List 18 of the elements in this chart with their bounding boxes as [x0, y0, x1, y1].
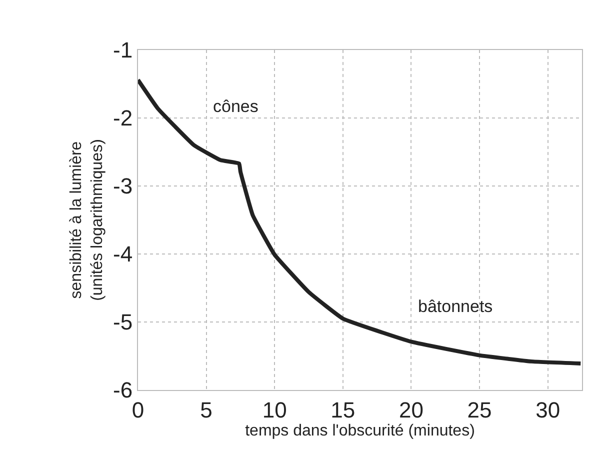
x-axis-title: temps dans l'obscurité (minutes) — [245, 422, 475, 440]
annotation: cônes — [213, 97, 258, 116]
y-axis-title: sensibilité à la lumière (unités logarithmiques) — [68, 139, 106, 301]
x-tick-label: 30 — [536, 397, 560, 422]
x-tick-label: 20 — [398, 397, 424, 422]
annotation: bâtonnets — [418, 297, 493, 316]
x-tick-label: 25 — [467, 397, 492, 422]
y-tick-label: -2 — [113, 106, 133, 131]
line-series — [138, 78, 582, 366]
y-tick-label: -6 — [113, 378, 133, 403]
y-tick-label: -1 — [113, 38, 133, 63]
x-tick-label: 10 — [262, 397, 287, 422]
y-tick-label: -5 — [113, 310, 133, 335]
x-tick-label: 15 — [330, 397, 356, 422]
x-tick-label: 5 — [200, 397, 212, 422]
x-tick-label: 0 — [132, 397, 144, 422]
y-tick-label: -4 — [113, 242, 133, 267]
y-tick-label: -3 — [113, 174, 133, 199]
